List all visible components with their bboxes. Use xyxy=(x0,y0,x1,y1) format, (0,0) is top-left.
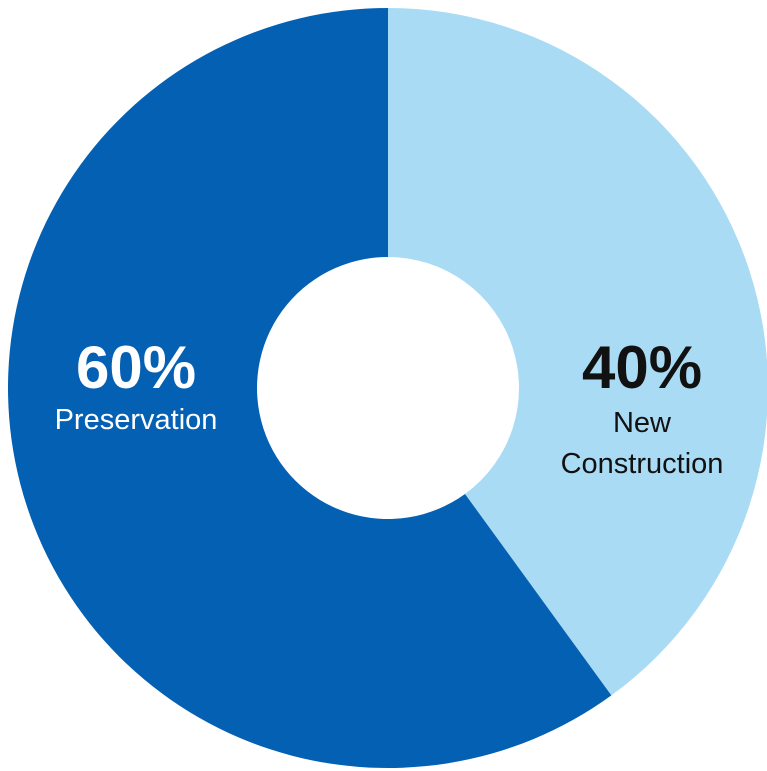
category-label-new-construction-line-2: Construction xyxy=(561,448,724,480)
slice-new-construction xyxy=(388,8,767,696)
value-label-preservation: 60% xyxy=(76,334,196,401)
slice-preservation xyxy=(8,8,612,768)
value-label-new-construction: 40% xyxy=(582,334,702,401)
slices-group xyxy=(8,8,767,768)
category-label-new-construction-line-1: New xyxy=(613,407,672,439)
labels-group: 40% New Construction 60%Preservation xyxy=(55,334,724,480)
category-label-preservation-line-1: Preservation xyxy=(55,404,218,436)
